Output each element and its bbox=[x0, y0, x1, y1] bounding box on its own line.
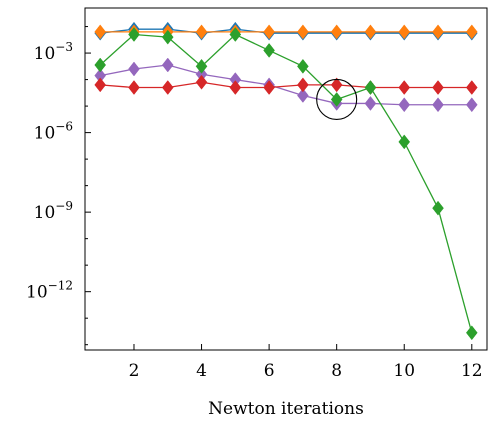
series-line bbox=[100, 64, 472, 106]
series-line bbox=[99, 33, 473, 333]
data-point bbox=[94, 24, 107, 40]
data-point bbox=[128, 61, 140, 77]
data-point bbox=[398, 80, 411, 95]
series-3 bbox=[94, 74, 478, 95]
series-4 bbox=[94, 24, 478, 40]
series-1 bbox=[94, 21, 478, 41]
data-point bbox=[465, 80, 478, 95]
data-point bbox=[94, 57, 107, 73]
data-point bbox=[330, 24, 343, 40]
data-point bbox=[229, 27, 242, 42]
series-2 bbox=[94, 57, 478, 113]
data-point bbox=[128, 27, 140, 42]
plot-frame bbox=[84, 7, 488, 351]
data-point bbox=[398, 134, 411, 150]
data-point bbox=[297, 24, 309, 40]
data-point bbox=[398, 97, 411, 113]
data-point bbox=[432, 80, 444, 95]
data-point bbox=[364, 24, 377, 40]
x-tick-label: 6 bbox=[264, 361, 275, 381]
data-point bbox=[465, 97, 478, 113]
data-point bbox=[161, 80, 174, 95]
x-axis-title: Newton iterations bbox=[208, 399, 364, 419]
data-point bbox=[128, 80, 140, 95]
data-point bbox=[161, 57, 174, 73]
y-tick-label: 10−3 bbox=[34, 40, 73, 64]
data-point bbox=[465, 24, 478, 40]
data-point bbox=[195, 74, 208, 90]
data-point bbox=[364, 96, 377, 111]
data-point bbox=[432, 97, 444, 113]
data-point bbox=[398, 24, 411, 40]
data-point bbox=[330, 92, 343, 107]
y-tick-label: 10−6 bbox=[34, 120, 73, 144]
x-axis: 2 4 6 8 10 12 bbox=[129, 344, 483, 381]
y-tick-label: 10−9 bbox=[34, 199, 73, 223]
highlight-circle bbox=[316, 78, 358, 121]
data-point bbox=[364, 80, 377, 95]
annotation-layer bbox=[316, 78, 358, 121]
series-5 bbox=[94, 27, 478, 341]
data-point bbox=[263, 43, 275, 58]
data-point bbox=[263, 24, 275, 40]
x-tick-label: 8 bbox=[331, 361, 342, 381]
data-point bbox=[432, 200, 444, 216]
data-point bbox=[297, 88, 309, 103]
x-tick-label: 12 bbox=[461, 361, 483, 381]
data-point bbox=[297, 58, 309, 74]
data-point bbox=[465, 325, 478, 341]
series-line bbox=[100, 81, 472, 89]
y-axis: 10−3 10−6 10−9 10−12 bbox=[26, 26, 91, 346]
data-point bbox=[432, 24, 444, 40]
data-point bbox=[297, 77, 309, 93]
data-point bbox=[195, 24, 208, 40]
series-line bbox=[100, 28, 472, 34]
data-point bbox=[195, 58, 208, 74]
x-tick-label: 2 bbox=[129, 361, 140, 381]
data-point bbox=[94, 77, 107, 93]
data-point bbox=[161, 29, 174, 45]
series-layer bbox=[94, 21, 478, 341]
y-tick-label: 10−12 bbox=[26, 279, 73, 303]
x-tick-label: 4 bbox=[196, 361, 207, 381]
data-point bbox=[229, 80, 242, 95]
data-point bbox=[263, 80, 275, 95]
x-tick-label: 10 bbox=[393, 361, 415, 381]
data-point bbox=[330, 77, 343, 93]
